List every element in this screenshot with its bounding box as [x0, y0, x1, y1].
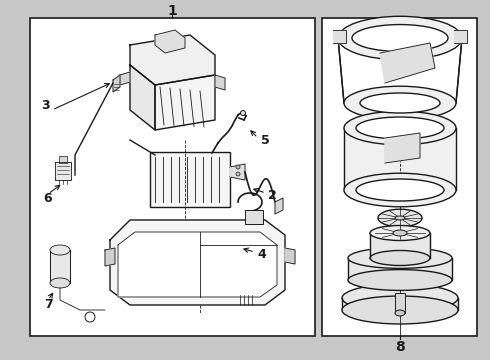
Polygon shape	[275, 198, 283, 214]
Ellipse shape	[342, 296, 458, 324]
Ellipse shape	[50, 245, 70, 255]
Circle shape	[236, 172, 240, 176]
Circle shape	[236, 165, 240, 169]
Polygon shape	[380, 43, 435, 83]
Polygon shape	[130, 65, 155, 130]
Bar	[322, 18, 477, 336]
Ellipse shape	[356, 117, 444, 139]
Polygon shape	[333, 30, 346, 43]
Polygon shape	[105, 248, 115, 266]
Polygon shape	[118, 232, 277, 297]
Ellipse shape	[356, 179, 444, 201]
Ellipse shape	[378, 209, 422, 227]
Ellipse shape	[352, 24, 448, 51]
Bar	[245, 210, 263, 224]
Text: 8: 8	[395, 340, 405, 354]
Bar	[395, 293, 405, 313]
Bar	[150, 152, 230, 207]
Polygon shape	[130, 35, 215, 85]
Ellipse shape	[344, 86, 456, 120]
Polygon shape	[113, 75, 120, 92]
Polygon shape	[370, 233, 430, 258]
Polygon shape	[285, 248, 295, 264]
Text: 1: 1	[167, 4, 177, 18]
Polygon shape	[110, 220, 285, 305]
Polygon shape	[120, 72, 130, 85]
Ellipse shape	[360, 93, 440, 113]
Text: 4: 4	[258, 248, 267, 261]
Polygon shape	[344, 128, 456, 190]
Text: 3: 3	[41, 99, 49, 112]
Ellipse shape	[342, 284, 458, 312]
Polygon shape	[342, 298, 458, 310]
Polygon shape	[385, 133, 420, 163]
Polygon shape	[130, 220, 285, 305]
Polygon shape	[230, 164, 245, 180]
Bar	[30, 18, 315, 336]
Ellipse shape	[370, 251, 430, 266]
Ellipse shape	[50, 278, 70, 288]
Ellipse shape	[344, 173, 456, 207]
Polygon shape	[155, 30, 185, 53]
Polygon shape	[348, 258, 452, 280]
Circle shape	[241, 111, 245, 116]
Polygon shape	[454, 30, 467, 43]
Bar	[59, 156, 67, 163]
Text: 7: 7	[44, 298, 52, 311]
Polygon shape	[456, 38, 462, 103]
Ellipse shape	[393, 230, 407, 236]
Ellipse shape	[344, 111, 456, 145]
Polygon shape	[50, 250, 70, 283]
Ellipse shape	[348, 248, 452, 269]
Text: 5: 5	[261, 134, 270, 147]
Ellipse shape	[338, 16, 462, 60]
Circle shape	[85, 312, 95, 322]
Polygon shape	[338, 38, 344, 103]
Ellipse shape	[395, 310, 405, 316]
Text: 2: 2	[268, 189, 276, 202]
Polygon shape	[55, 162, 71, 180]
Polygon shape	[215, 75, 225, 90]
Ellipse shape	[348, 270, 452, 291]
Ellipse shape	[370, 225, 430, 240]
Ellipse shape	[395, 216, 405, 220]
Polygon shape	[155, 75, 215, 130]
Text: 6: 6	[44, 192, 52, 204]
